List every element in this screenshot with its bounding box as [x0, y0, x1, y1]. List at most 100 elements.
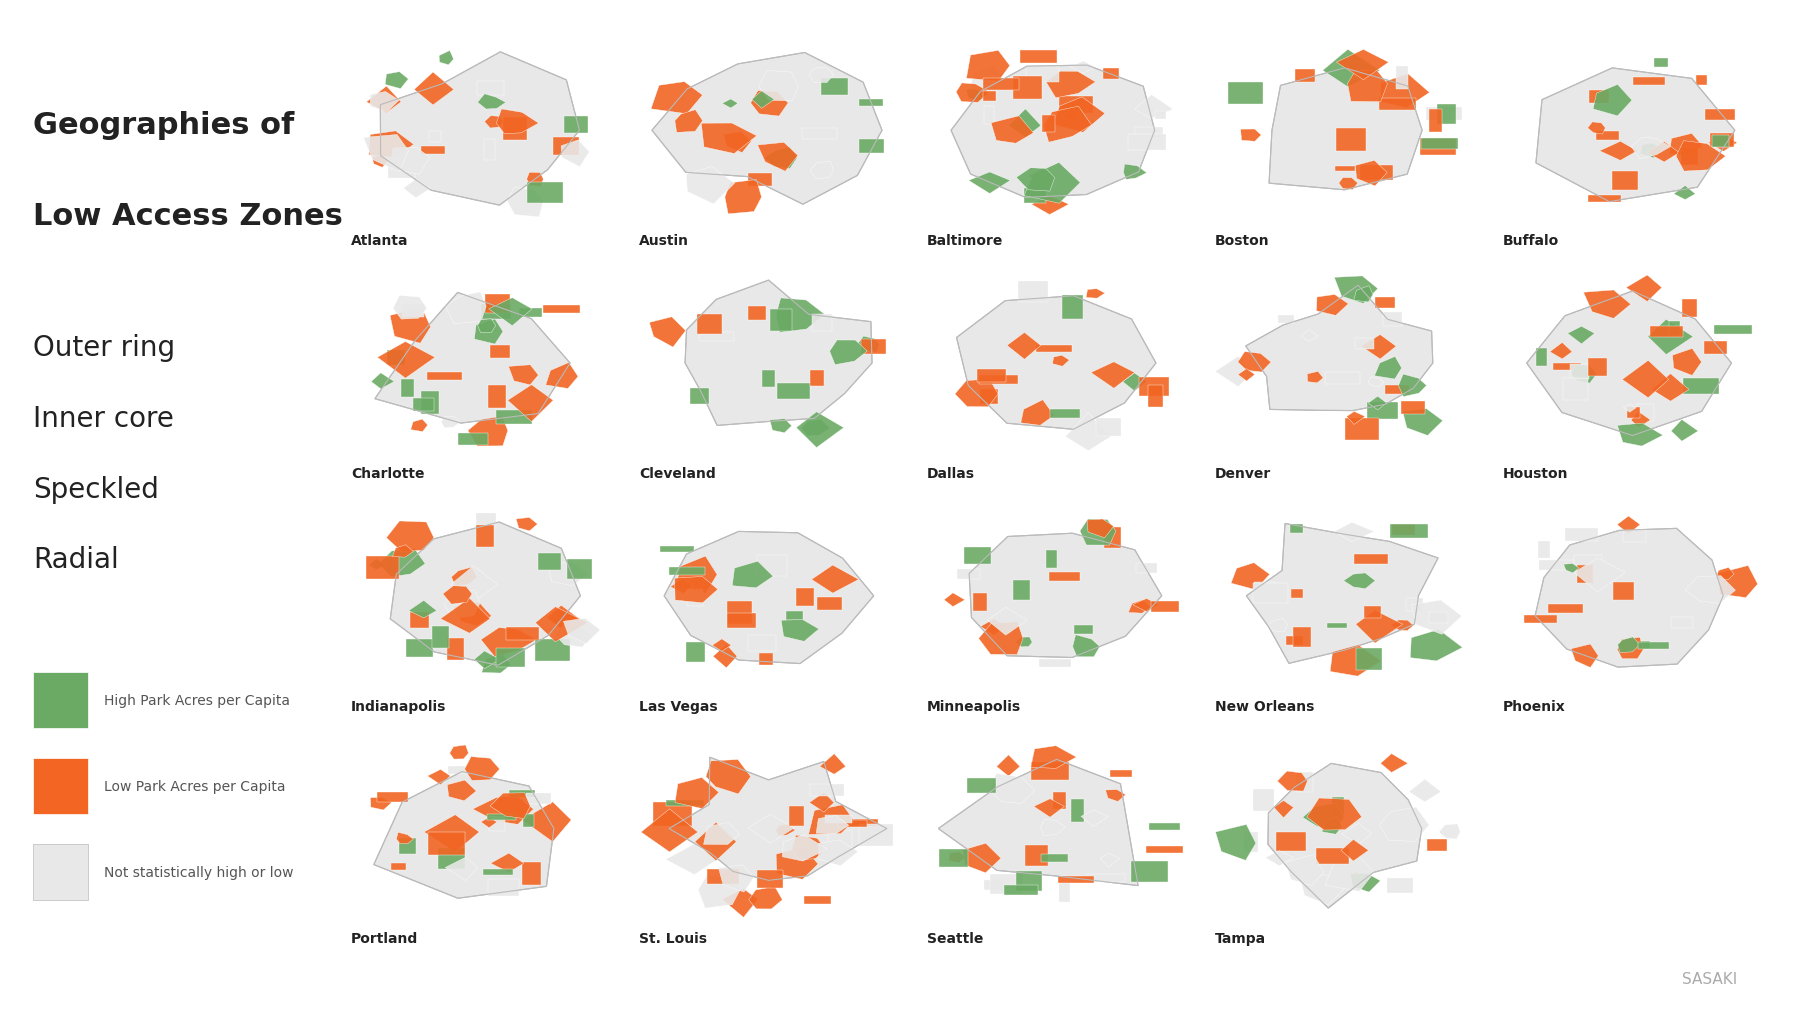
FancyBboxPatch shape: [1024, 844, 1048, 865]
Polygon shape: [1215, 357, 1255, 387]
Polygon shape: [445, 292, 486, 325]
FancyBboxPatch shape: [1228, 83, 1264, 105]
FancyBboxPatch shape: [428, 832, 464, 855]
FancyBboxPatch shape: [1564, 529, 1598, 541]
FancyBboxPatch shape: [788, 807, 805, 826]
FancyBboxPatch shape: [1096, 419, 1121, 437]
Polygon shape: [706, 759, 751, 795]
Polygon shape: [371, 373, 394, 389]
FancyBboxPatch shape: [1633, 78, 1665, 86]
FancyBboxPatch shape: [1147, 846, 1183, 852]
Polygon shape: [490, 793, 531, 819]
Polygon shape: [956, 296, 1156, 430]
FancyBboxPatch shape: [448, 638, 464, 660]
FancyBboxPatch shape: [486, 295, 511, 313]
Polygon shape: [1123, 373, 1147, 391]
FancyBboxPatch shape: [689, 388, 709, 404]
Polygon shape: [1301, 331, 1318, 342]
FancyBboxPatch shape: [1683, 379, 1719, 394]
FancyBboxPatch shape: [1386, 385, 1409, 394]
Polygon shape: [776, 824, 796, 836]
Polygon shape: [378, 549, 425, 577]
Polygon shape: [1073, 635, 1100, 657]
Polygon shape: [1674, 186, 1696, 200]
FancyBboxPatch shape: [1681, 300, 1697, 317]
Polygon shape: [428, 769, 450, 785]
Polygon shape: [652, 83, 702, 114]
FancyBboxPatch shape: [778, 383, 810, 399]
Polygon shape: [443, 586, 472, 605]
FancyBboxPatch shape: [1597, 131, 1620, 142]
Polygon shape: [702, 124, 756, 155]
Polygon shape: [1246, 524, 1438, 663]
FancyBboxPatch shape: [1058, 97, 1093, 113]
Text: Minneapolis: Minneapolis: [927, 699, 1021, 713]
FancyBboxPatch shape: [824, 816, 853, 823]
FancyBboxPatch shape: [1654, 60, 1667, 68]
Polygon shape: [517, 518, 538, 532]
FancyBboxPatch shape: [1049, 572, 1080, 581]
FancyBboxPatch shape: [985, 881, 1003, 890]
Polygon shape: [1240, 129, 1262, 143]
Polygon shape: [752, 92, 774, 109]
Polygon shape: [450, 745, 468, 759]
FancyBboxPatch shape: [1638, 643, 1669, 649]
Polygon shape: [1625, 276, 1661, 302]
FancyBboxPatch shape: [1382, 312, 1402, 327]
FancyBboxPatch shape: [1406, 599, 1422, 612]
FancyBboxPatch shape: [484, 141, 495, 161]
Polygon shape: [1573, 558, 1625, 592]
Polygon shape: [1082, 810, 1109, 827]
Polygon shape: [749, 815, 794, 843]
Polygon shape: [1622, 361, 1669, 398]
Polygon shape: [1087, 520, 1114, 538]
Polygon shape: [535, 607, 589, 642]
Polygon shape: [1670, 134, 1703, 157]
Polygon shape: [857, 337, 878, 353]
FancyBboxPatch shape: [1388, 878, 1413, 894]
Polygon shape: [414, 73, 454, 106]
FancyBboxPatch shape: [1681, 149, 1697, 166]
Text: Denver: Denver: [1215, 466, 1271, 480]
FancyBboxPatch shape: [1039, 659, 1071, 667]
Text: Houston: Houston: [1503, 466, 1568, 480]
FancyBboxPatch shape: [387, 351, 405, 365]
Polygon shape: [810, 793, 833, 812]
Polygon shape: [409, 601, 437, 619]
Polygon shape: [1341, 839, 1368, 861]
FancyBboxPatch shape: [1696, 76, 1706, 86]
FancyBboxPatch shape: [1013, 580, 1030, 601]
Polygon shape: [1618, 424, 1663, 447]
Polygon shape: [698, 875, 740, 908]
Polygon shape: [968, 534, 1161, 658]
Text: Outer ring: Outer ring: [34, 334, 175, 362]
FancyBboxPatch shape: [1379, 99, 1417, 111]
Text: Speckled: Speckled: [34, 475, 158, 503]
Polygon shape: [1368, 396, 1386, 410]
Polygon shape: [724, 132, 751, 154]
Text: Geographies of: Geographies of: [34, 111, 295, 141]
FancyBboxPatch shape: [796, 588, 814, 607]
Polygon shape: [760, 72, 797, 102]
FancyBboxPatch shape: [859, 100, 884, 107]
Polygon shape: [1269, 619, 1287, 632]
Polygon shape: [1006, 333, 1040, 360]
FancyBboxPatch shape: [544, 306, 580, 313]
Polygon shape: [810, 68, 833, 84]
Polygon shape: [686, 168, 734, 205]
Polygon shape: [979, 622, 1022, 655]
FancyBboxPatch shape: [670, 567, 706, 575]
Polygon shape: [1129, 601, 1150, 614]
FancyBboxPatch shape: [509, 790, 535, 798]
Polygon shape: [770, 420, 792, 434]
FancyBboxPatch shape: [1017, 281, 1048, 302]
FancyBboxPatch shape: [1139, 378, 1168, 396]
Polygon shape: [1535, 529, 1723, 667]
FancyBboxPatch shape: [1111, 770, 1132, 777]
Polygon shape: [1060, 104, 1084, 121]
Polygon shape: [1238, 369, 1255, 382]
Polygon shape: [1031, 746, 1076, 768]
Polygon shape: [1368, 377, 1384, 387]
Polygon shape: [1066, 413, 1111, 451]
FancyBboxPatch shape: [1564, 379, 1588, 400]
